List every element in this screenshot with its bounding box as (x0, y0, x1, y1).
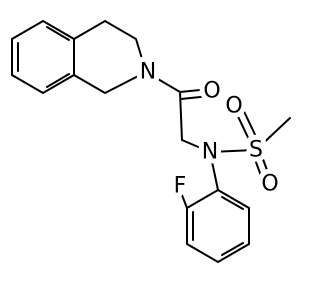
atom-label: F (174, 174, 187, 199)
saturated-ring (73, 19, 148, 95)
bond (145, 71, 181, 93)
bond (209, 149, 257, 153)
bonds (11, 19, 291, 264)
sulfonyl-bond (259, 150, 272, 182)
phenyl-ring (186, 188, 250, 264)
molecule-diagram: N O N S O O F (11, 19, 291, 264)
atom-label: N (140, 60, 156, 85)
atom-label: O (261, 172, 278, 197)
carbonyl-bond (179, 88, 211, 93)
carbonyl-bond (180, 95, 211, 100)
atom-label: S (249, 138, 263, 163)
atom-label: N (202, 140, 218, 165)
bond (179, 189, 188, 209)
double-bond (46, 26, 70, 41)
atom-label: O (225, 94, 242, 119)
methyl-bond (255, 117, 291, 151)
atom-label: O (203, 79, 220, 104)
double-bond (221, 196, 244, 210)
sulfonyl-bond (240, 104, 260, 144)
bond (179, 91, 183, 141)
sulfonyl-bond (233, 107, 253, 147)
bond (181, 139, 211, 153)
sulfonyl-bond (252, 153, 265, 185)
double-bond (46, 73, 70, 88)
bond (209, 151, 219, 191)
benzene-ring (11, 19, 75, 95)
double-bond (221, 242, 244, 256)
